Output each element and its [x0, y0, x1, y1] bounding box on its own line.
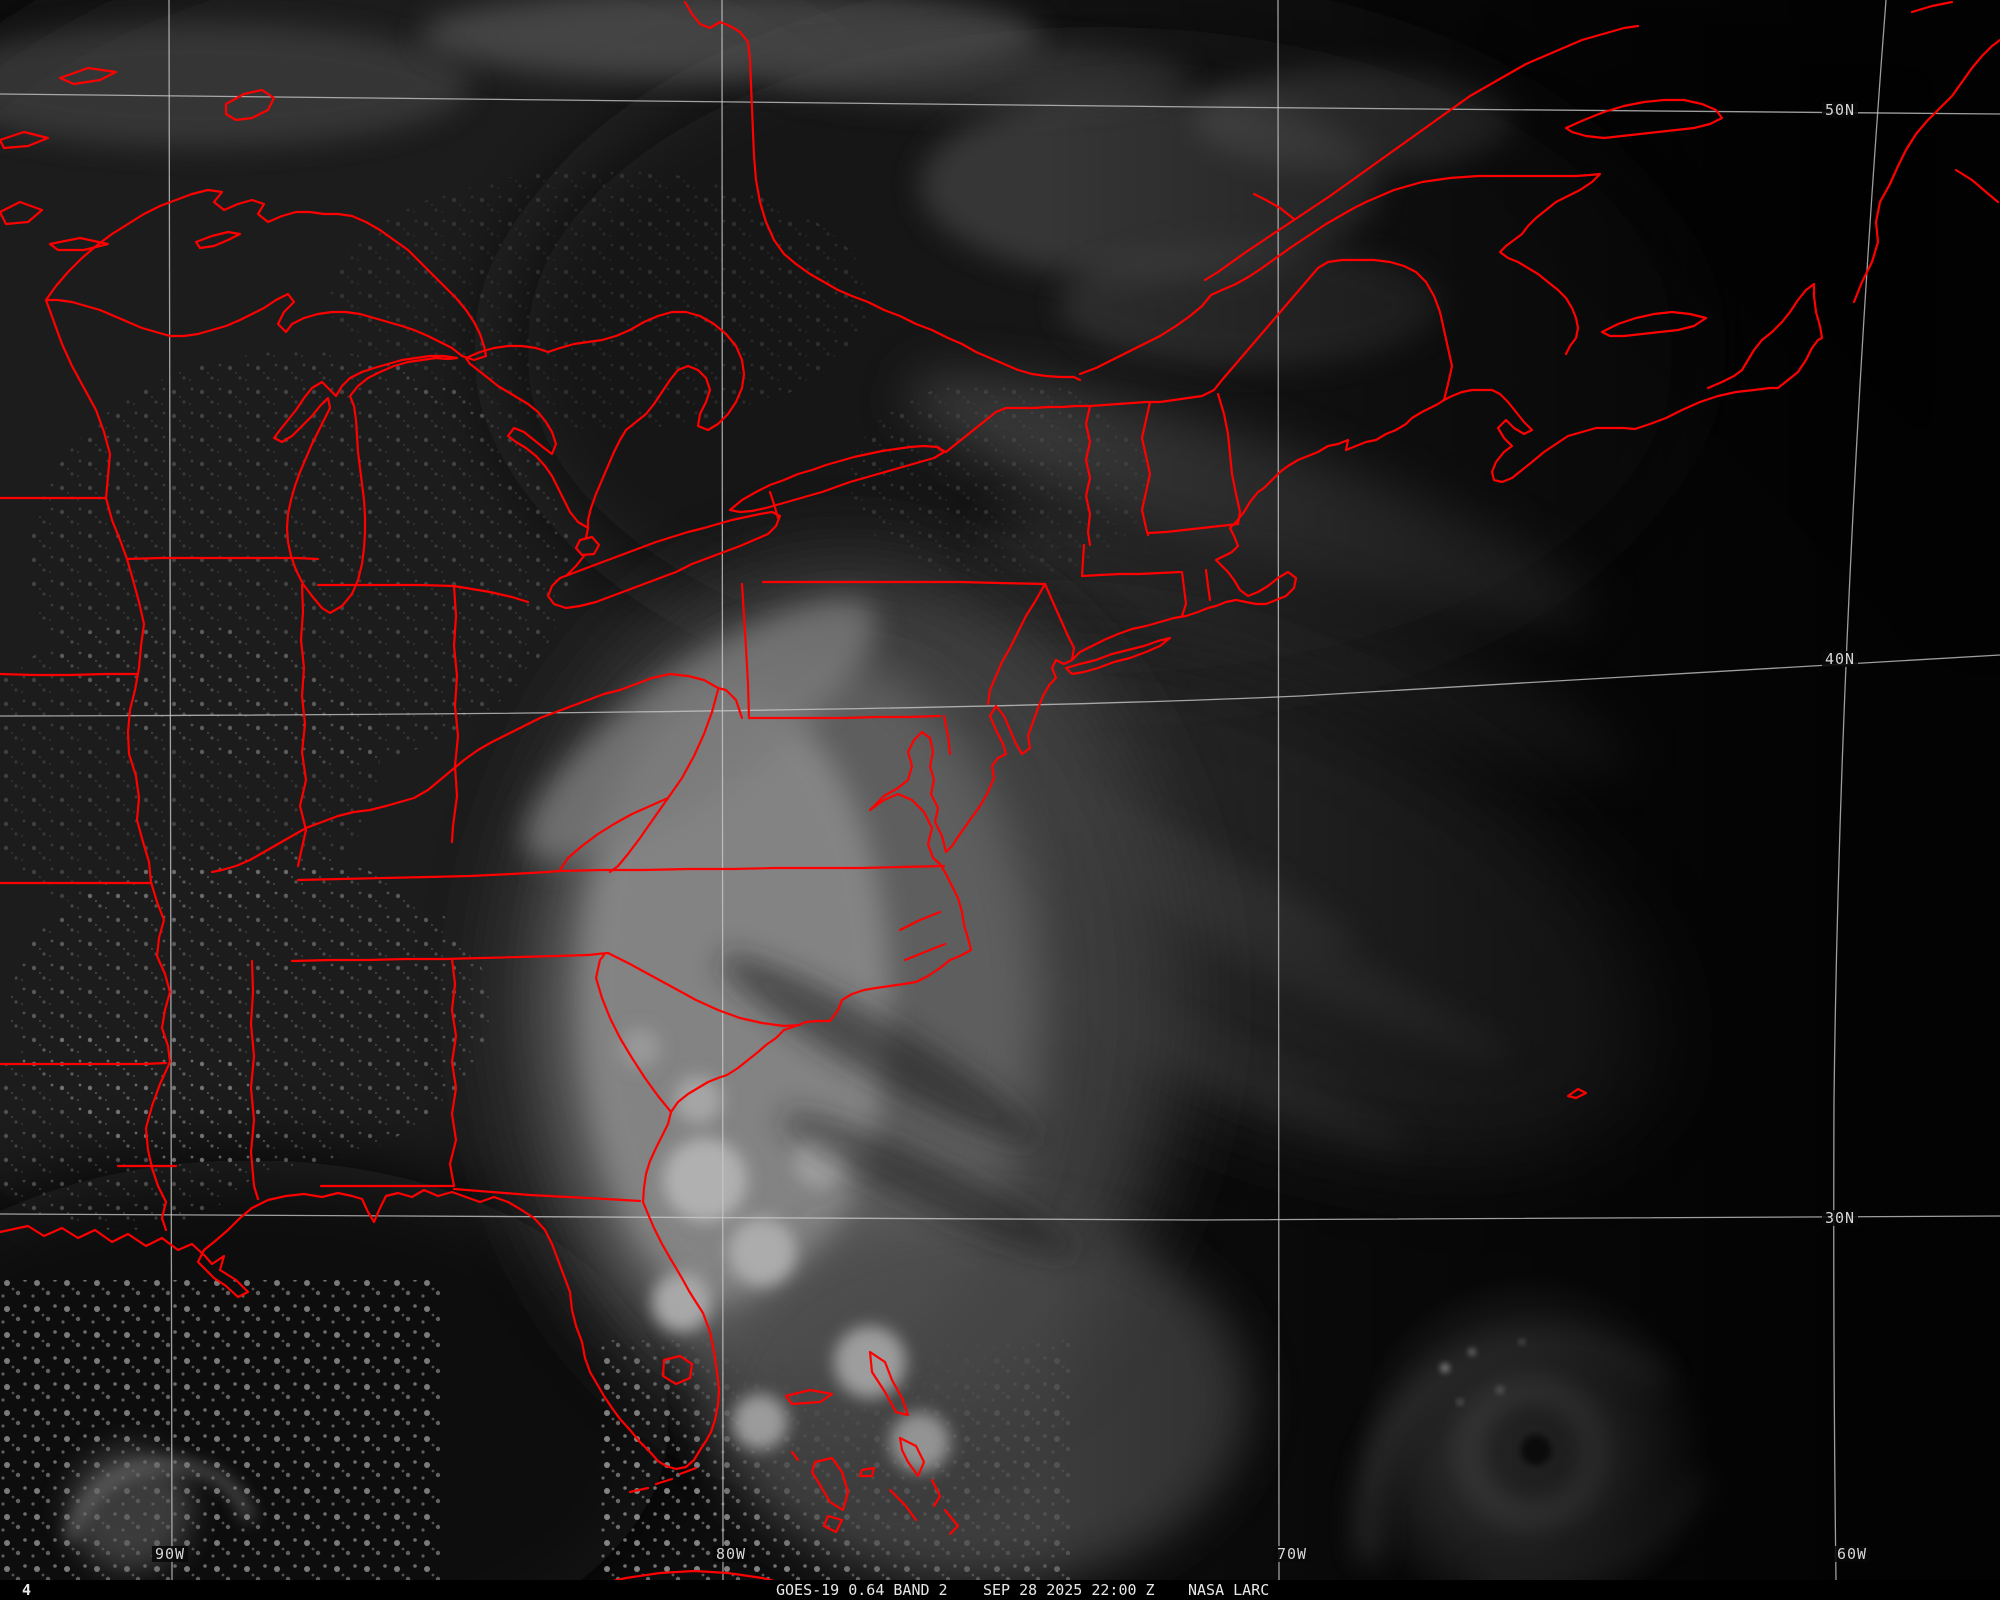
lat-label-30n: 30N — [1822, 1210, 1859, 1226]
caption-credit: NASA LARC — [1188, 1581, 1270, 1599]
frame-marker: 4 — [22, 1581, 32, 1599]
lon-label-90w: 90W — [151, 1546, 189, 1562]
lon-label-80w: 80W — [712, 1546, 750, 1562]
lat-label-40n: 40N — [1822, 651, 1859, 667]
lat-label-50n: 50N — [1822, 102, 1859, 118]
caption-bar: 4 GOES-19 0.64 BAND 2 SEP 28 2025 22:00 … — [0, 1580, 2000, 1600]
lon-label-70w: 70W — [1273, 1546, 1311, 1562]
caption-timestamp: SEP 28 2025 22:00 Z — [983, 1581, 1155, 1599]
lon-label-60w: 60W — [1833, 1546, 1871, 1562]
caption-instrument: GOES-19 0.64 BAND 2 — [776, 1581, 948, 1599]
